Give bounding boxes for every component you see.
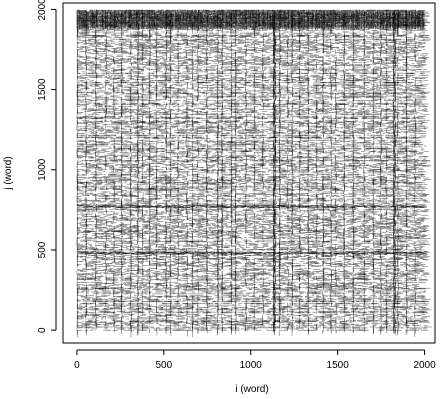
x-axis-title: i (word) [235, 384, 268, 395]
y-tick-label: 500 [37, 241, 48, 258]
x-tick-label: 2000 [413, 360, 436, 371]
y-tick-label: 1000 [37, 158, 48, 181]
recurrence-marks [76, 9, 432, 338]
x-tick-label: 1500 [327, 360, 350, 371]
x-tick-label: 500 [155, 360, 172, 371]
recurrence-points [76, 9, 432, 338]
plot-frame [62, 2, 436, 344]
y-axis: 0 500 1000 1500 2000 [37, 0, 57, 333]
x-axis: 0 500 1000 1500 2000 [74, 349, 436, 371]
y-tick-label: 0 [37, 327, 48, 333]
y-tick-label: 2000 [37, 0, 48, 21]
y-tick-label: 1500 [37, 78, 48, 101]
y-axis-title: j (word) [3, 156, 14, 190]
x-tick-label: 0 [74, 360, 80, 371]
x-tick-label: 1000 [240, 360, 263, 371]
